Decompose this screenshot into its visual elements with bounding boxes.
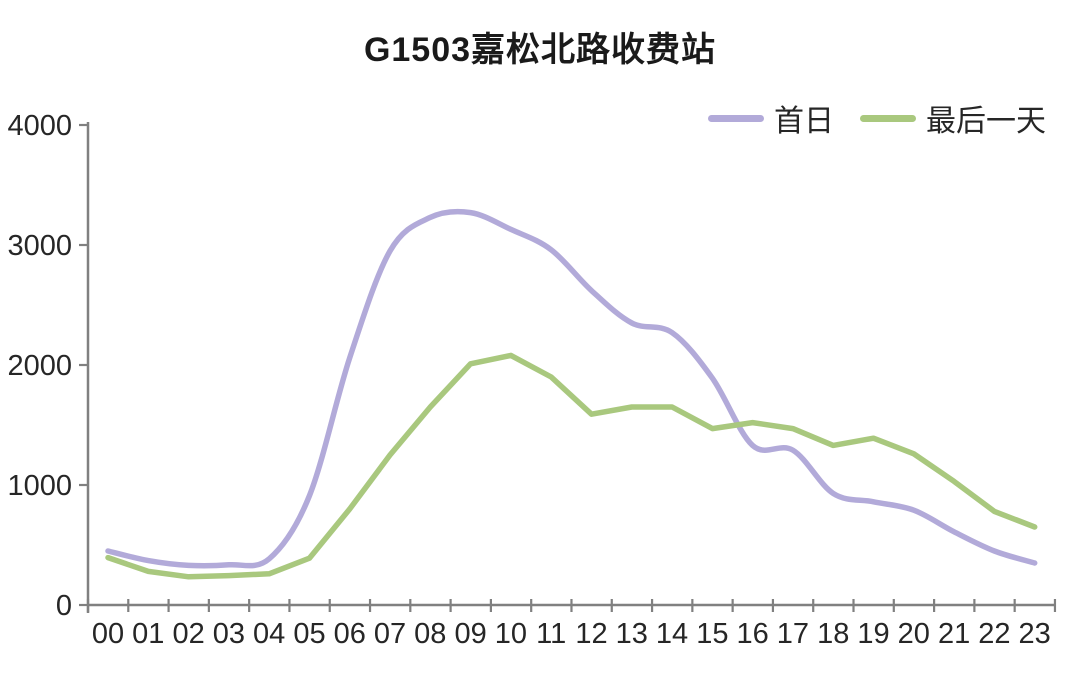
x-tick-label: 17 <box>777 618 809 650</box>
x-tick-label: 04 <box>253 618 285 650</box>
x-tick-label: 05 <box>293 618 325 650</box>
x-tick-label: 01 <box>132 618 164 650</box>
legend-swatch-first-day <box>708 114 764 122</box>
y-tick-label: 1000 <box>7 470 72 502</box>
x-tick-label: 19 <box>857 618 889 650</box>
x-tick-label: 23 <box>1019 618 1051 650</box>
series-line-1 <box>105 352 1038 580</box>
x-tick-label: 10 <box>495 618 527 650</box>
x-tick-label: 03 <box>213 618 245 650</box>
y-tick-label: 4000 <box>7 110 72 142</box>
x-tick-label: 11 <box>536 618 566 650</box>
legend-swatch-last-day <box>860 114 916 122</box>
x-tick-label: 07 <box>374 618 406 650</box>
y-tick-label: 0 <box>56 590 72 622</box>
x-tick-label: 18 <box>817 618 849 650</box>
chart-title: G1503嘉松北路收费站 <box>363 31 717 69</box>
x-tick-label: 06 <box>334 618 366 650</box>
legend-label-first-day: 首日 <box>774 105 834 138</box>
x-tick-label: 21 <box>938 618 970 650</box>
legend-item-last-day: 最后一天 <box>860 96 1046 140</box>
x-tick-label: 09 <box>454 618 486 650</box>
x-tick-label: 13 <box>616 618 648 650</box>
x-tick-label: 02 <box>172 618 204 650</box>
y-tick-label: 2000 <box>7 350 72 382</box>
x-tick-label: 20 <box>898 618 930 650</box>
x-tick-label: 08 <box>414 618 446 650</box>
legend-item-first-day: 首日 <box>708 96 834 140</box>
x-tick-label: 14 <box>656 618 688 650</box>
x-tick-label: 00 <box>92 618 124 650</box>
y-tick-label: 3000 <box>7 230 72 262</box>
series-line-0 <box>105 208 1038 569</box>
x-tick-label: 15 <box>696 618 728 650</box>
x-tick-label: 12 <box>575 618 607 650</box>
x-tick-label: 16 <box>737 618 769 650</box>
x-tick-label: 22 <box>978 618 1010 650</box>
legend-label-last-day: 最后一天 <box>926 105 1046 138</box>
legend: 首日 最后一天 <box>708 96 1046 140</box>
